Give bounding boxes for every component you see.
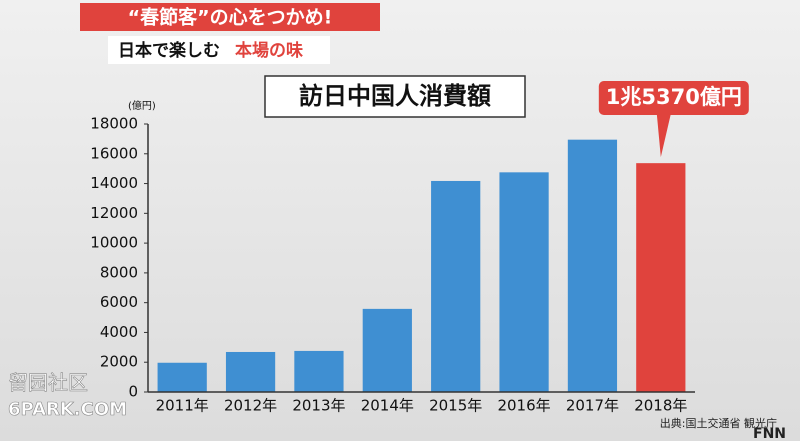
bar (157, 362, 207, 392)
y-tick-label: 14000 (90, 174, 138, 192)
y-tick-label: 6000 (100, 293, 138, 311)
annotation: 1兆5370億円 (606, 85, 742, 109)
y-tick-label: 18000 (90, 115, 138, 133)
bar (225, 351, 276, 392)
logo: FNN (753, 426, 786, 441)
annotation-box (598, 81, 749, 115)
y-tick-label: 2000 (100, 353, 138, 371)
annotation-pointer (656, 114, 671, 158)
y-tick-label: 8000 (100, 263, 138, 281)
bar (499, 172, 549, 392)
watermark: 留园社区 (8, 371, 88, 395)
x-tick-label: 2013年 (292, 397, 345, 415)
y-unit: (億円) (128, 99, 156, 112)
source: 出典:国土交通省 観光庁 (660, 416, 777, 430)
y-tick-label: 10000 (90, 234, 138, 252)
y-tick-label: 0 (128, 383, 138, 401)
headline: “春節客”の心をつかめ! (128, 6, 333, 29)
bar (294, 350, 344, 392)
bar (431, 180, 481, 392)
bar (636, 163, 686, 392)
sub-red: 本場の味 (235, 40, 303, 61)
x-tick-label: 2018年 (634, 397, 687, 415)
y-tick-label: 16000 (90, 144, 138, 162)
sub-black: 日本で楽しむ (118, 40, 220, 61)
chart-title: 訪日中国人消費額 (299, 82, 491, 110)
x-tick-label: 2016年 (497, 397, 550, 415)
sub-box (108, 36, 330, 64)
headline-box (80, 3, 380, 31)
plot: 0 2000 4000 6000 8000 10000 12000 14000 16000 180… (90, 81, 749, 415)
bar (567, 139, 618, 392)
x-tick-label: 2014年 (361, 397, 414, 415)
bar (362, 308, 412, 392)
title-box (264, 75, 526, 118)
x-tick-label: 2011年 (156, 397, 209, 415)
y-tick-label: 4000 (100, 323, 138, 341)
x-tick-label: 2017年 (566, 397, 619, 415)
watermark: 6PARK.COM (8, 399, 127, 420)
y-tick-label: 12000 (90, 204, 138, 222)
x-tick-label: 2015年 (429, 397, 482, 415)
x-tick-label: 2012年 (224, 397, 277, 415)
